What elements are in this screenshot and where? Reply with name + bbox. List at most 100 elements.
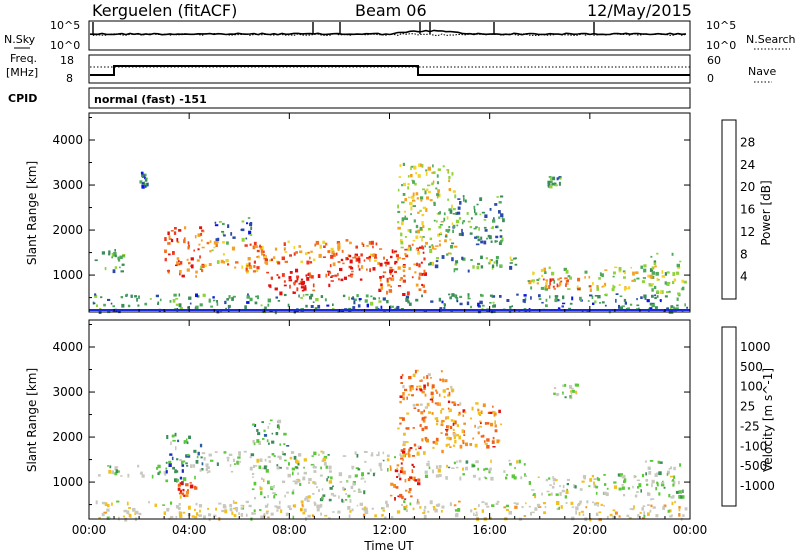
data-cell xyxy=(400,232,403,237)
data-cell xyxy=(623,494,626,497)
data-cell xyxy=(177,483,180,487)
data-cell xyxy=(165,479,169,483)
data-cell xyxy=(369,468,372,472)
data-cell xyxy=(127,304,131,308)
data-cell xyxy=(371,253,375,257)
data-cell xyxy=(623,287,627,291)
data-cell xyxy=(185,483,189,487)
data-cell xyxy=(438,243,441,247)
data-cell xyxy=(342,486,345,491)
data-cell xyxy=(399,477,402,481)
data-cell xyxy=(589,478,593,482)
data-cell xyxy=(432,506,436,509)
data-cell xyxy=(337,261,341,263)
data-cell xyxy=(398,256,401,259)
data-cell xyxy=(418,163,420,167)
data-cell xyxy=(289,284,291,289)
data-cell xyxy=(413,165,417,170)
data-cell xyxy=(236,460,239,465)
data-cell xyxy=(402,443,406,447)
data-cell xyxy=(295,459,298,464)
data-cell xyxy=(260,304,263,307)
data-cell xyxy=(386,290,388,295)
data-cell xyxy=(588,275,591,279)
data-cell xyxy=(438,297,441,302)
data-cell xyxy=(273,495,276,499)
data-cell xyxy=(361,242,364,245)
data-cell xyxy=(614,511,618,515)
data-cell xyxy=(213,246,216,249)
data-cell xyxy=(666,271,670,274)
data-cell xyxy=(459,402,462,406)
data-cell xyxy=(185,462,188,465)
y-tick-label: 4000 xyxy=(52,340,83,354)
data-cell xyxy=(182,488,185,492)
data-cell xyxy=(434,402,437,405)
data-cell xyxy=(332,303,334,306)
data-cell xyxy=(276,506,279,509)
data-cell xyxy=(461,256,464,260)
data-cell xyxy=(582,513,585,516)
data-cell xyxy=(181,469,184,473)
data-cell xyxy=(197,233,201,237)
data-cell xyxy=(406,427,410,430)
data-cell xyxy=(553,482,555,485)
data-cell xyxy=(440,421,444,424)
data-cell xyxy=(630,266,632,269)
data-cell xyxy=(313,501,316,504)
data-cell xyxy=(577,277,581,282)
sky-noise-spikes xyxy=(92,22,595,34)
data-cell xyxy=(530,512,532,516)
data-cell xyxy=(174,227,177,230)
freq-nave-panel: Freq. [MHz] 18 8 60 0 Nave xyxy=(6,52,776,85)
data-cell xyxy=(411,195,415,199)
data-cell xyxy=(509,256,512,260)
data-cell xyxy=(509,262,513,264)
data-cell xyxy=(201,246,205,249)
data-cell xyxy=(571,296,574,301)
data-cell xyxy=(408,491,411,494)
data-cell xyxy=(350,485,354,490)
data-cell xyxy=(199,255,201,259)
data-cell xyxy=(394,456,396,459)
data-cell xyxy=(394,469,399,473)
data-cell xyxy=(570,501,574,505)
data-cell xyxy=(355,467,359,469)
data-cell xyxy=(576,285,579,288)
data-cell xyxy=(407,393,411,396)
data-cell xyxy=(642,277,646,279)
data-cell xyxy=(450,419,454,422)
data-cell xyxy=(431,244,434,247)
data-cell xyxy=(263,496,266,499)
data-cell xyxy=(459,476,462,481)
data-cell xyxy=(447,407,450,410)
data-cell xyxy=(580,510,584,513)
data-cell xyxy=(111,252,114,257)
data-cell xyxy=(658,279,660,281)
data-cell xyxy=(171,434,175,438)
data-cell xyxy=(408,453,411,458)
data-cell xyxy=(288,279,293,282)
data-cell xyxy=(323,461,327,466)
data-cell xyxy=(427,510,430,513)
data-cell xyxy=(103,303,106,307)
data-cell xyxy=(408,302,412,306)
data-cell xyxy=(421,294,423,298)
data-cell xyxy=(283,443,286,446)
data-cell xyxy=(379,466,382,469)
data-cell xyxy=(388,277,391,280)
data-cell xyxy=(597,295,601,299)
data-cell xyxy=(415,248,418,251)
data-cell xyxy=(257,256,261,259)
data-cell xyxy=(277,505,281,510)
data-cell xyxy=(545,282,548,285)
data-cell xyxy=(618,270,622,273)
data-cell xyxy=(370,295,373,298)
data-cell xyxy=(453,504,457,507)
data-cell xyxy=(544,506,547,509)
data-cell xyxy=(449,210,453,214)
data-cell xyxy=(256,439,260,443)
data-cell xyxy=(436,503,440,507)
data-cell xyxy=(514,467,516,469)
